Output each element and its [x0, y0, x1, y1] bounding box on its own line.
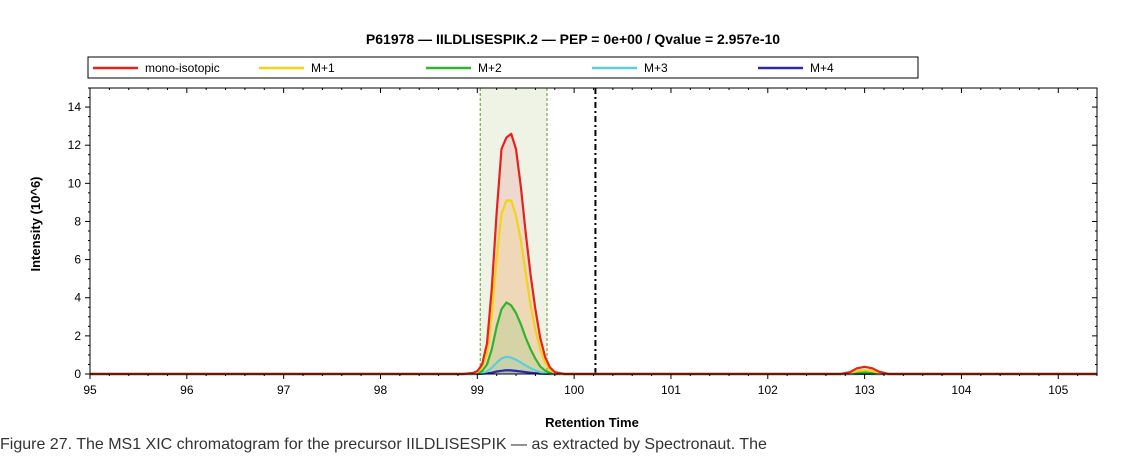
y-tick-label: 4: [74, 291, 81, 305]
x-tick-label: 103: [855, 383, 875, 397]
chart-legend: mono-isotopic M+1 M+2 M+3 M+4: [87, 56, 919, 79]
y-tick-label: 12: [68, 138, 82, 152]
x-tick-label: 104: [951, 383, 971, 397]
x-tick-label: 101: [661, 383, 681, 397]
y-tick-label: 6: [74, 253, 81, 267]
legend-label-0: mono-isotopic: [145, 61, 220, 75]
legend-label-1: M+1: [311, 61, 335, 75]
x-tick-label: 98: [374, 383, 388, 397]
x-tick-label: 99: [471, 383, 485, 397]
series-area-3: [90, 356, 1097, 374]
y-axis-label: Intensity (10^6): [28, 176, 43, 271]
series-area-2: [90, 302, 1097, 374]
chromatogram-chart: P61978 — IILDLISESPIK.2 — PEP = 0e+00 / …: [28, 31, 1098, 430]
series-layer: [90, 132, 1097, 376]
x-tick-label: 97: [277, 383, 291, 397]
series-area-1: [90, 200, 1097, 374]
x-tick-label: 95: [83, 383, 97, 397]
y-tick-label: 2: [74, 329, 81, 343]
legend-label-4: M+4: [810, 61, 834, 75]
axes: 95 96 97 98 99 100 101 102 103 104 105 0 2 4 6 8 10 12 14: [68, 87, 1098, 397]
y-tick-label: 14: [68, 100, 82, 114]
y-tick-label: 8: [74, 214, 81, 228]
x-tick-label: 105: [1048, 383, 1068, 397]
plot-frame: [89, 87, 1098, 375]
series-line-3: [90, 355, 1097, 376]
series-area-0: [90, 133, 1097, 374]
x-tick-label: 96: [180, 383, 194, 397]
legend-box: [87, 56, 919, 79]
legend-label-3: M+3: [644, 61, 668, 75]
series-line-1: [90, 199, 1097, 376]
x-tick-label: 100: [564, 383, 584, 397]
chart-title: P61978 — IILDLISESPIK.2 — PEP = 0e+00 / …: [366, 31, 780, 47]
x-tick-label: 102: [758, 383, 778, 397]
x-axis-label: Retention Time: [545, 415, 639, 430]
series-line-2: [90, 301, 1097, 376]
legend-label-2: M+2: [478, 61, 502, 75]
y-tick-label: 0: [74, 367, 81, 381]
figure-caption: Figure 27. The MS1 XIC chromatogram for …: [0, 436, 767, 453]
y-tick-label: 10: [68, 176, 82, 190]
series-line-0: [90, 132, 1097, 376]
